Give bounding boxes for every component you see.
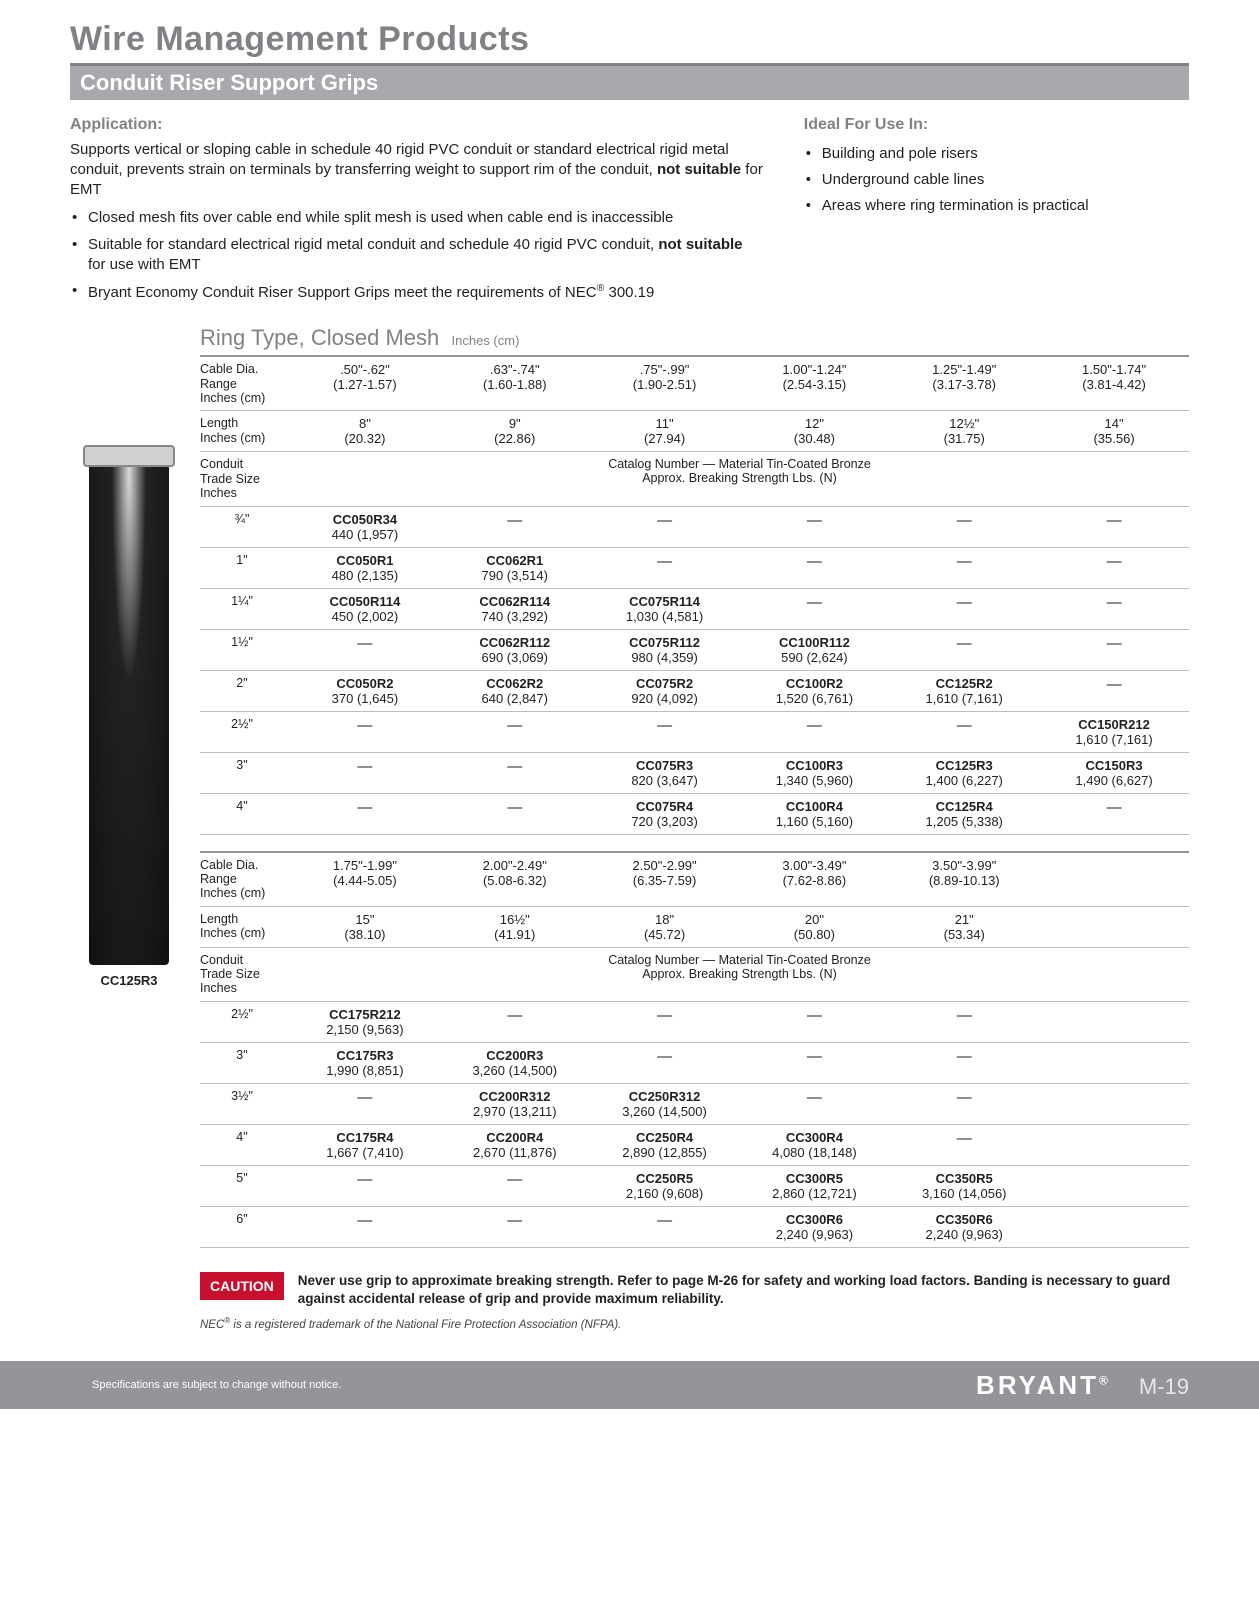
bullet-item: Underground cable lines [804, 170, 1189, 190]
ideal-block: Ideal For Use In: Building and pole rise… [804, 114, 1189, 309]
page-number: M-19 [1139, 1374, 1189, 1400]
application-paragraph: Supports vertical or sloping cable in sc… [70, 140, 764, 201]
application-heading: Application: [70, 114, 764, 136]
page-footer: Specifications are subject to change wit… [0, 1361, 1259, 1409]
brand-logo: BRYANT® [976, 1370, 1111, 1401]
bullet-item: Areas where ring termination is practica… [804, 196, 1189, 216]
bullet-item: Closed mesh fits over cable end while sp… [70, 208, 764, 228]
caution-text: Never use grip to approximate breaking s… [298, 1272, 1189, 1308]
caution-row: CAUTION Never use grip to approximate br… [200, 1272, 1189, 1308]
product-image [89, 445, 169, 965]
spec-table-1: Cable Dia.RangeInches (cm).50"-.62"(1.27… [200, 355, 1189, 834]
application-bullets: Closed mesh fits over cable end while sp… [70, 208, 764, 303]
page-title: Wire Management Products [70, 20, 1189, 59]
bullet-item: Suitable for standard electrical rigid m… [70, 235, 764, 276]
application-block: Application: Supports vertical or slopin… [70, 114, 764, 309]
image-caption: CC125R3 [70, 973, 188, 988]
trademark-note: NEC® is a registered trademark of the Na… [200, 1316, 1189, 1331]
footer-disclaimer: Specifications are subject to change wit… [92, 1379, 341, 1391]
subtitle-bar: Conduit Riser Support Grips [70, 66, 1189, 100]
ideal-heading: Ideal For Use In: [804, 114, 1189, 136]
spec-table-2: Cable Dia.RangeInches (cm)1.75"-1.99"(4.… [200, 851, 1189, 1248]
caution-badge: CAUTION [200, 1272, 284, 1300]
section-heading: Ring Type, Closed Mesh Inches (cm) [200, 325, 1189, 351]
ideal-bullets: Building and pole risers Underground cabl… [804, 144, 1189, 217]
bullet-item: Building and pole risers [804, 144, 1189, 164]
subtitle-text: Conduit Riser Support Grips [80, 70, 378, 95]
bullet-item: Bryant Economy Conduit Riser Support Gri… [70, 281, 764, 303]
